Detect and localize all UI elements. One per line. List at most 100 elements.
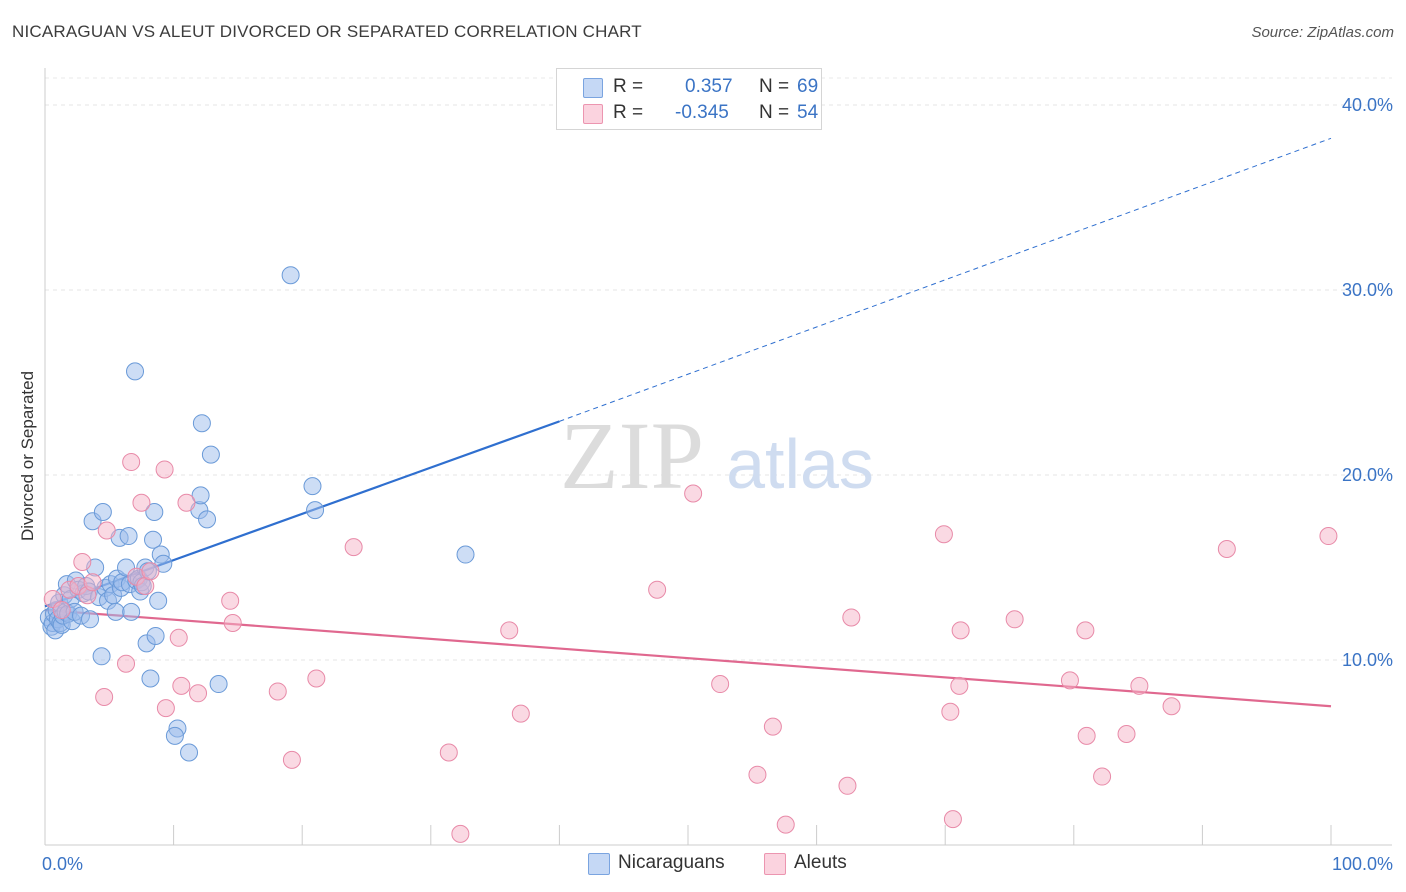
point-nicaraguans [303, 477, 322, 496]
point-aleuts [1060, 671, 1079, 690]
point-nicaraguans [192, 414, 211, 433]
point-nicaraguans [201, 445, 220, 464]
bottom-legend-swatch-nicaraguans [588, 853, 610, 875]
point-aleuts [223, 614, 242, 632]
point-nicaraguans [119, 527, 138, 546]
legend-r-label: R = [613, 76, 644, 97]
point-aleuts [97, 521, 116, 540]
y-tick-label: 10.0% [1342, 650, 1393, 670]
point-aleuts [1077, 726, 1096, 745]
point-aleuts [141, 562, 160, 581]
point-nicaraguans [122, 602, 141, 621]
legend-swatch-nicaraguans [583, 78, 603, 98]
point-aleuts [177, 493, 196, 512]
y-tick-label: 20.0% [1342, 465, 1393, 485]
point-aleuts [648, 580, 667, 599]
point-aleuts [117, 654, 136, 673]
data-points [39, 266, 1338, 843]
point-aleuts [155, 460, 174, 479]
legend-n-label: N = [759, 102, 790, 123]
tick-labels: 10.0% 20.0% 30.0% 40.0% 0.0% 100.0% [42, 95, 1393, 874]
point-nicaraguans [191, 486, 210, 505]
point-aleuts [1130, 676, 1149, 695]
point-nicaraguans [93, 503, 112, 521]
point-aleuts [950, 676, 969, 695]
point-nicaraguans [456, 545, 475, 564]
point-nicaraguans [126, 362, 145, 381]
point-nicaraguans [180, 743, 199, 762]
point-aleuts [1093, 767, 1112, 786]
point-aleuts [156, 699, 175, 718]
watermark-zip: ZIP [560, 402, 704, 509]
point-aleuts [268, 682, 287, 701]
y-axis-label: Divorced or Separated [18, 371, 37, 541]
x-tick-label: 0.0% [42, 854, 83, 874]
point-aleuts [172, 676, 191, 695]
point-aleuts [941, 702, 960, 721]
point-aleuts [83, 573, 102, 592]
point-nicaraguans [144, 530, 163, 549]
legend-swatch-aleuts [583, 104, 603, 124]
point-nicaraguans [81, 610, 100, 629]
point-nicaraguans [146, 626, 165, 645]
bottom-legend-label-aleuts: Aleuts [794, 852, 847, 873]
point-nicaraguans [145, 503, 164, 521]
point-aleuts [684, 484, 703, 503]
point-aleuts [934, 525, 953, 544]
legend-n-value: 69 [797, 76, 819, 97]
point-nicaraguans [306, 501, 325, 520]
point-nicaraguans [209, 675, 228, 694]
point-nicaraguans [149, 591, 168, 610]
axes [44, 68, 1392, 846]
point-nicaraguans [106, 602, 125, 621]
point-aleuts [943, 810, 962, 829]
legend-r-value: -0.345 [675, 102, 729, 123]
x-tick-label: 100.0% [1332, 854, 1393, 874]
point-aleuts [1162, 697, 1181, 716]
point-aleuts [1005, 610, 1024, 629]
point-aleuts [951, 621, 970, 640]
watermark-atlas: atlas [726, 425, 874, 503]
correlation-legend: R = 0.357 N = 69 R = -0.345 N = 54 [556, 68, 822, 130]
bottom-legend-label-nicaraguans: Nicaraguans [618, 852, 725, 873]
watermark: ZIP atlas [560, 402, 874, 509]
point-aleuts [842, 608, 861, 627]
point-aleuts [221, 591, 240, 610]
point-aleuts [95, 688, 114, 706]
source-label: Source: ZipAtlas.com [1251, 24, 1394, 41]
point-aleuts [132, 493, 151, 512]
point-nicaraguans [165, 726, 184, 745]
point-aleuts [711, 675, 730, 694]
point-aleuts [776, 815, 795, 834]
point-nicaraguans [198, 510, 217, 529]
point-aleuts [189, 684, 208, 703]
legend-n-label: N = [759, 76, 790, 97]
point-aleuts [169, 628, 188, 647]
y-tick-label: 30.0% [1342, 280, 1393, 300]
point-aleuts [838, 776, 857, 795]
point-aleuts [763, 717, 782, 736]
point-nicaraguans [92, 647, 111, 666]
legend-r-value: 0.357 [685, 76, 733, 97]
bottom-legend-swatch-aleuts [764, 853, 786, 875]
point-aleuts [500, 621, 519, 640]
point-aleuts [344, 538, 363, 557]
point-aleuts [1117, 725, 1136, 743]
point-aleuts [1319, 527, 1338, 546]
point-nicaraguans [141, 669, 160, 688]
point-aleuts [451, 824, 470, 843]
legend-r-label: R = [613, 102, 644, 123]
point-aleuts [439, 743, 458, 762]
point-aleuts [122, 453, 141, 472]
point-nicaraguans [281, 266, 300, 285]
trend-line-aleuts [44, 608, 1332, 708]
point-aleuts [52, 601, 71, 620]
point-aleuts [1217, 540, 1236, 558]
point-aleuts [1076, 621, 1095, 640]
legend-n-value: 54 [797, 102, 819, 123]
chart-title: NICARAGUAN VS ALEUT DIVORCED OR SEPARATE… [12, 22, 642, 41]
gridlines [45, 77, 1392, 661]
point-aleuts [511, 704, 530, 723]
point-aleuts [282, 750, 301, 769]
